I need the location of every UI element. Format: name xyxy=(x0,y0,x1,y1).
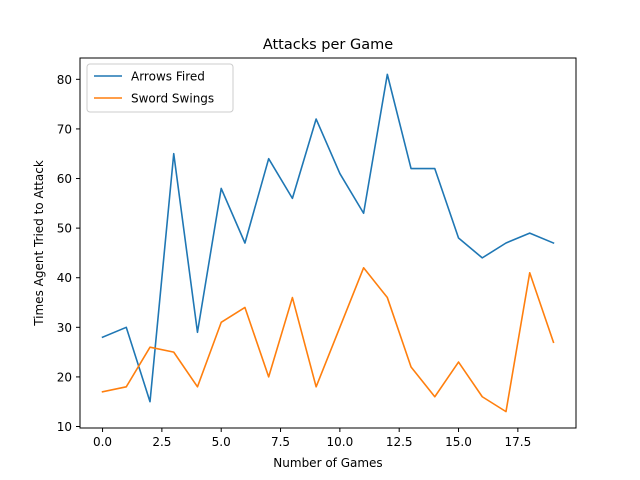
series-layer xyxy=(101,73,555,413)
x-tick-label: 2.5 xyxy=(152,435,171,449)
legend-label: Sword Swings xyxy=(131,92,214,106)
y-tick-label: 10 xyxy=(57,420,72,434)
y-tick-label: 60 xyxy=(57,172,72,186)
series-line xyxy=(101,266,555,413)
legend: Arrows Fired Sword Swings xyxy=(86,63,234,113)
y-axis-label: Times Agent Tried to Attack xyxy=(32,160,46,327)
series-sword-swings xyxy=(101,266,555,413)
legend-item: Sword Swings xyxy=(94,92,214,106)
series-arrows-fired xyxy=(101,73,555,403)
y-tick-label: 80 xyxy=(57,73,72,87)
x-axis-label: Number of Games xyxy=(273,456,382,470)
y-tick-label: 70 xyxy=(57,122,72,136)
chart-title: Attacks per Game xyxy=(263,37,393,53)
x-tick-label: 15.0 xyxy=(445,435,472,449)
y-tick-label: 50 xyxy=(57,222,72,236)
x-tick-label: 12.5 xyxy=(386,435,413,449)
y-tick-label: 40 xyxy=(57,271,72,285)
legend-item: Arrows Fired xyxy=(94,70,205,84)
x-tick-label: 17.5 xyxy=(504,435,531,449)
y-axis: 10 20 30 40 50 60 70 80 xyxy=(57,73,80,434)
legend-label: Arrows Fired xyxy=(131,70,205,84)
plot-frame xyxy=(79,57,577,429)
series-line xyxy=(101,73,555,403)
x-axis: 0.0 2.5 5.0 7.5 10.0 12.5 15.0 17.5 xyxy=(93,428,531,449)
x-tick-label: 5.0 xyxy=(212,435,231,449)
y-tick-label: 30 xyxy=(57,321,72,335)
legend-box xyxy=(86,63,234,113)
y-tick-label: 20 xyxy=(57,370,72,384)
x-tick-label: 7.5 xyxy=(271,435,290,449)
x-tick-label: 10.0 xyxy=(327,435,354,449)
x-tick-label: 0.0 xyxy=(93,435,112,449)
